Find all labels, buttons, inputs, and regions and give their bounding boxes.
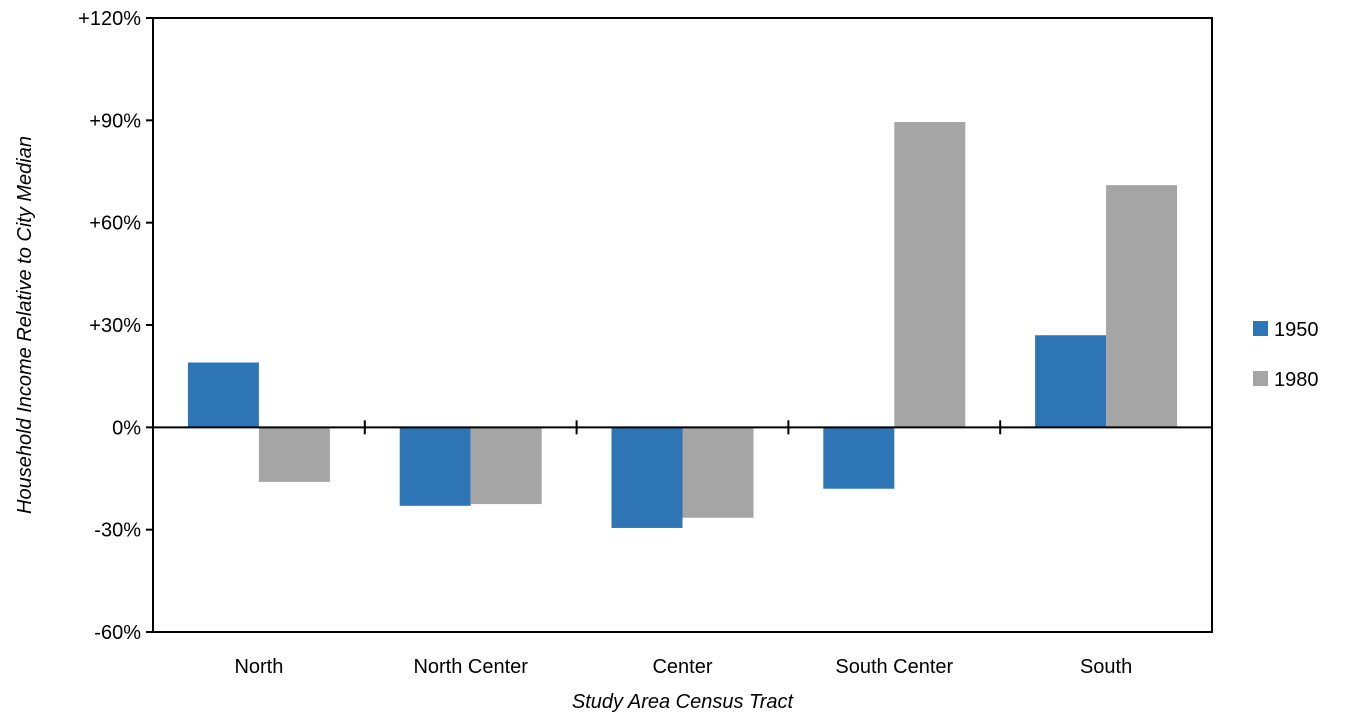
legend-swatch-1950 — [1253, 321, 1268, 336]
plot-area-frame — [152, 17, 1213, 633]
x-axis-title: Study Area Census Tract — [572, 691, 795, 713]
y-tick-label: -60% — [94, 622, 141, 644]
y-tick-label: +120% — [78, 8, 141, 30]
y-tick-label: +30% — [89, 315, 141, 337]
x-category-label: South — [1080, 656, 1132, 678]
bar-1980-south — [1106, 185, 1178, 428]
legend-swatch-1980 — [1253, 371, 1268, 386]
bar-1950-south — [1035, 335, 1107, 428]
bar-1950-north — [187, 362, 259, 428]
x-category-label: South Center — [835, 656, 953, 678]
x-axis-ticks: North North Center Center South Center South — [234, 420, 1132, 678]
bar-1950-north-center — [399, 427, 471, 506]
x-category-label: North — [234, 656, 283, 678]
bar-1950-center — [611, 427, 683, 528]
legend-label-1950: 1950 — [1274, 319, 1319, 341]
y-tick-label: -30% — [94, 520, 141, 542]
bar-1980-center — [682, 427, 754, 518]
bar-1950-south-center — [823, 427, 895, 489]
y-axis-ticks: -60% -30% 0% +30% +60% +90% +120% — [78, 8, 153, 644]
legend: 1950 1980 — [1253, 319, 1319, 391]
y-axis-title: Household Income Relative to City Median — [14, 136, 36, 514]
y-tick-label: +90% — [89, 110, 141, 132]
x-category-label: Center — [652, 656, 712, 678]
x-category-label: North Center — [413, 656, 528, 678]
y-tick-label: 0% — [112, 417, 141, 439]
bar-1980-north-center — [470, 427, 542, 505]
legend-label-1980: 1980 — [1274, 369, 1319, 391]
bar-1980-south-center — [894, 122, 966, 428]
y-tick-label: +60% — [89, 213, 141, 235]
bar-1980-north — [258, 427, 330, 482]
bars-group — [187, 122, 1178, 528]
